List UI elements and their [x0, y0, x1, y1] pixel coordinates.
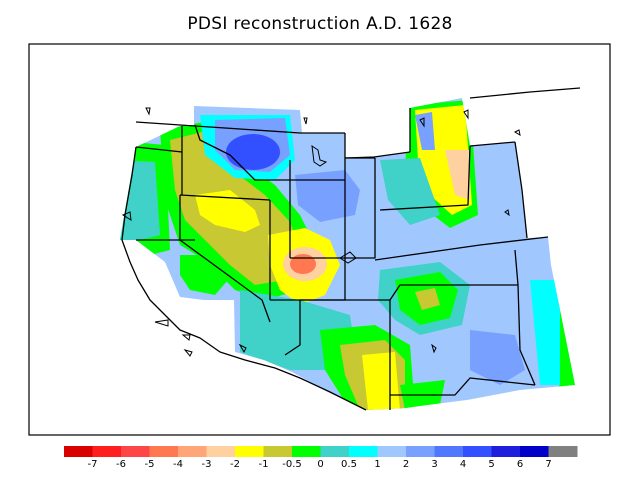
lake-mn: [463, 109, 469, 120]
border-or-wa: [135, 146, 183, 153]
canada-border-east: [469, 87, 581, 99]
lake-wa: [145, 107, 151, 116]
lake-mt: [419, 117, 425, 128]
lake-nd: [513, 129, 521, 137]
lake-baja-1: [238, 343, 247, 354]
border-nd-sd: [379, 145, 471, 211]
field-coast-teal: [120, 160, 160, 240]
field-nm-olive: [415, 288, 440, 310]
lakes: [121, 107, 521, 357]
border-plains-north: [469, 141, 516, 147]
lake-baja-2: [431, 343, 437, 354]
lake-great-salt: [339, 251, 357, 264]
border-plains-east: [514, 141, 528, 239]
canada-border: [135, 121, 345, 134]
field-tx-cyan: [530, 280, 560, 385]
state-boundaries: [121, 87, 581, 411]
coastline: [121, 146, 367, 411]
border-ne-ks: [374, 236, 549, 261]
lake-yellowstone: [311, 144, 328, 167]
map-title: PDSI reconstruction A.D. 1628: [187, 14, 453, 34]
field-wyoming-wet: [295, 170, 360, 222]
border-co-ks: [345, 158, 376, 259]
lake-sd: [504, 209, 510, 217]
pdsi-field: [120, 98, 575, 410]
field-dry-core: [290, 254, 316, 274]
field-basin-yellow-n: [195, 190, 260, 232]
lake-or: [121, 211, 132, 221]
field-sw-yellow: [362, 352, 400, 410]
field-plains-peach: [445, 150, 470, 200]
field-plains-blue: [415, 112, 435, 150]
lake-ca-1: [154, 319, 169, 327]
field-nw-core: [226, 134, 280, 170]
lake-ca-2: [181, 334, 191, 341]
field-plains-teal: [380, 158, 440, 225]
border-id-mt: [194, 124, 290, 181]
field-tx-wet: [470, 330, 525, 385]
border-nm-south: [390, 377, 536, 396]
border-az-ut: [270, 299, 301, 356]
border-ca-nv: [179, 195, 271, 323]
lake-flathead: [303, 117, 308, 125]
map-frame: [28, 43, 611, 436]
border-nv-id: [179, 194, 271, 201]
border-ok-tx: [514, 249, 519, 286]
lake-tx: [183, 349, 193, 357]
field-basin-green-s: [180, 255, 228, 295]
